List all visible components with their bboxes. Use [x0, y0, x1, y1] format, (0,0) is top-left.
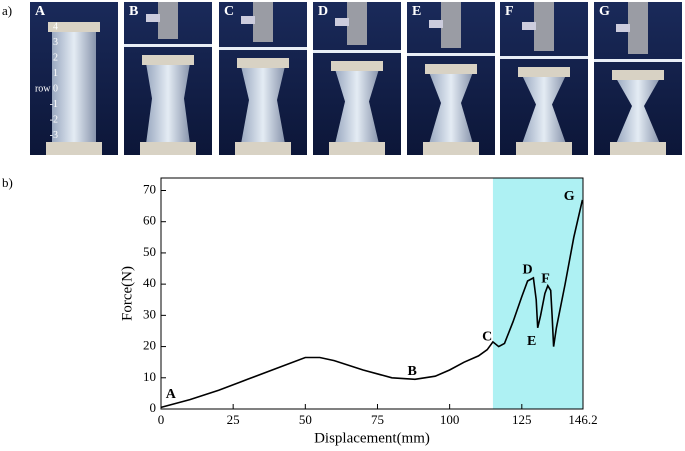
y-tick-label: 50: [143, 244, 156, 259]
top-cap: [425, 64, 477, 74]
top-cap: [237, 58, 289, 68]
base: [329, 142, 385, 155]
top-cap: [48, 22, 100, 32]
x-tick-label: 50: [299, 412, 312, 427]
plate: [594, 59, 682, 62]
state-label: B: [407, 364, 416, 379]
base: [140, 142, 196, 155]
row-label: row 0: [35, 83, 58, 94]
photo-label: E: [412, 4, 421, 19]
top-cap: [518, 67, 570, 77]
state-label: G: [564, 189, 575, 204]
highlight-region: [492, 178, 583, 409]
specimen: [241, 66, 285, 144]
y-tick-label: 20: [143, 338, 156, 353]
state-label: A: [166, 387, 177, 402]
plate: [124, 44, 212, 47]
machine: [441, 2, 461, 48]
specimen: [616, 78, 660, 144]
state-label: F: [541, 272, 550, 287]
sensor: [241, 16, 255, 24]
top-cap: [331, 61, 383, 71]
plate: [219, 47, 307, 50]
plate: [407, 53, 495, 56]
chart: 0 25 50 75 100 125 146.2 0 10 20 30 40 50 60 70 A B C D E F G…: [119, 177, 598, 446]
row-label: 4: [53, 21, 58, 32]
base: [516, 142, 572, 155]
panel-label: a): [2, 3, 12, 18]
x-tick-label: 75: [371, 412, 384, 427]
plot-frame: [160, 177, 584, 410]
machine: [628, 2, 648, 54]
base: [423, 142, 479, 155]
y-tick-label: 40: [143, 275, 156, 290]
state-label: D: [523, 262, 533, 277]
specimen: [429, 72, 473, 144]
photo-label: F: [505, 4, 514, 19]
specimen: [52, 30, 96, 144]
photo-label: D: [318, 4, 328, 19]
row-label: -3: [50, 130, 58, 141]
x-tick-label: 25: [227, 412, 240, 427]
machine: [253, 2, 273, 42]
specimen: [335, 69, 379, 144]
y-tick-label: 30: [143, 306, 156, 321]
base: [610, 142, 666, 155]
machine: [534, 2, 554, 51]
base: [235, 142, 291, 155]
y-tick-label: 0: [150, 400, 157, 415]
y-tick-label: 70: [143, 181, 156, 196]
top-cap: [612, 70, 664, 80]
y-tick-label: 10: [143, 369, 156, 384]
state-label: E: [527, 334, 536, 349]
state-label: C: [482, 329, 492, 344]
base: [46, 142, 102, 155]
photo-label: A: [35, 4, 46, 19]
row-label: -1: [50, 99, 58, 110]
photo-label: B: [129, 4, 138, 19]
panel-label: b): [2, 175, 13, 190]
sensor: [522, 22, 536, 30]
sensor: [335, 18, 349, 26]
x-tick-label: 0: [158, 412, 165, 427]
sensor: [146, 14, 160, 22]
row-label: 2: [53, 52, 58, 63]
row-label: 3: [53, 37, 58, 48]
x-tick-label: 125: [512, 412, 532, 427]
plate: [313, 50, 401, 53]
top-cap: [142, 55, 194, 65]
x-tick-label: 146.2: [568, 412, 597, 427]
machine: [347, 2, 367, 45]
machine: [158, 2, 178, 39]
x-axis-label: Displacement(mm): [314, 430, 430, 446]
sensor: [616, 24, 630, 32]
photo-label: G: [599, 4, 610, 19]
row-label: -2: [50, 114, 58, 125]
specimen: [146, 63, 190, 144]
row-label: 1: [53, 68, 58, 79]
specimen: [522, 75, 566, 144]
photo-strip: A B C D E F G 4 3 2 1 row 0 -1 -2 -3: [30, 2, 682, 155]
sensor: [429, 20, 443, 28]
force-curve: [160, 199, 584, 409]
photo-label: C: [224, 4, 234, 19]
plate: [500, 56, 588, 59]
y-tick-label: 60: [143, 213, 156, 228]
x-tick-label: 100: [440, 412, 460, 427]
y-axis-label: Force(N): [119, 266, 135, 321]
